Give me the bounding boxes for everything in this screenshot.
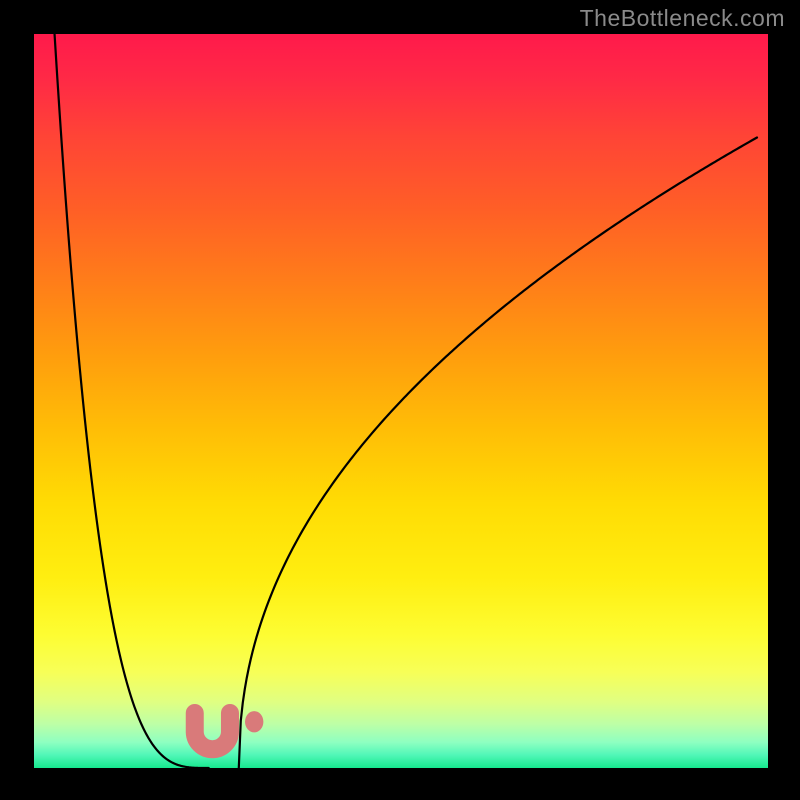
marker-dot: [245, 711, 263, 732]
chart-svg: [34, 34, 768, 768]
watermark-text: TheBottleneck.com: [580, 5, 785, 32]
stage: TheBottleneck.com: [0, 0, 800, 800]
plot-area: [34, 34, 768, 768]
